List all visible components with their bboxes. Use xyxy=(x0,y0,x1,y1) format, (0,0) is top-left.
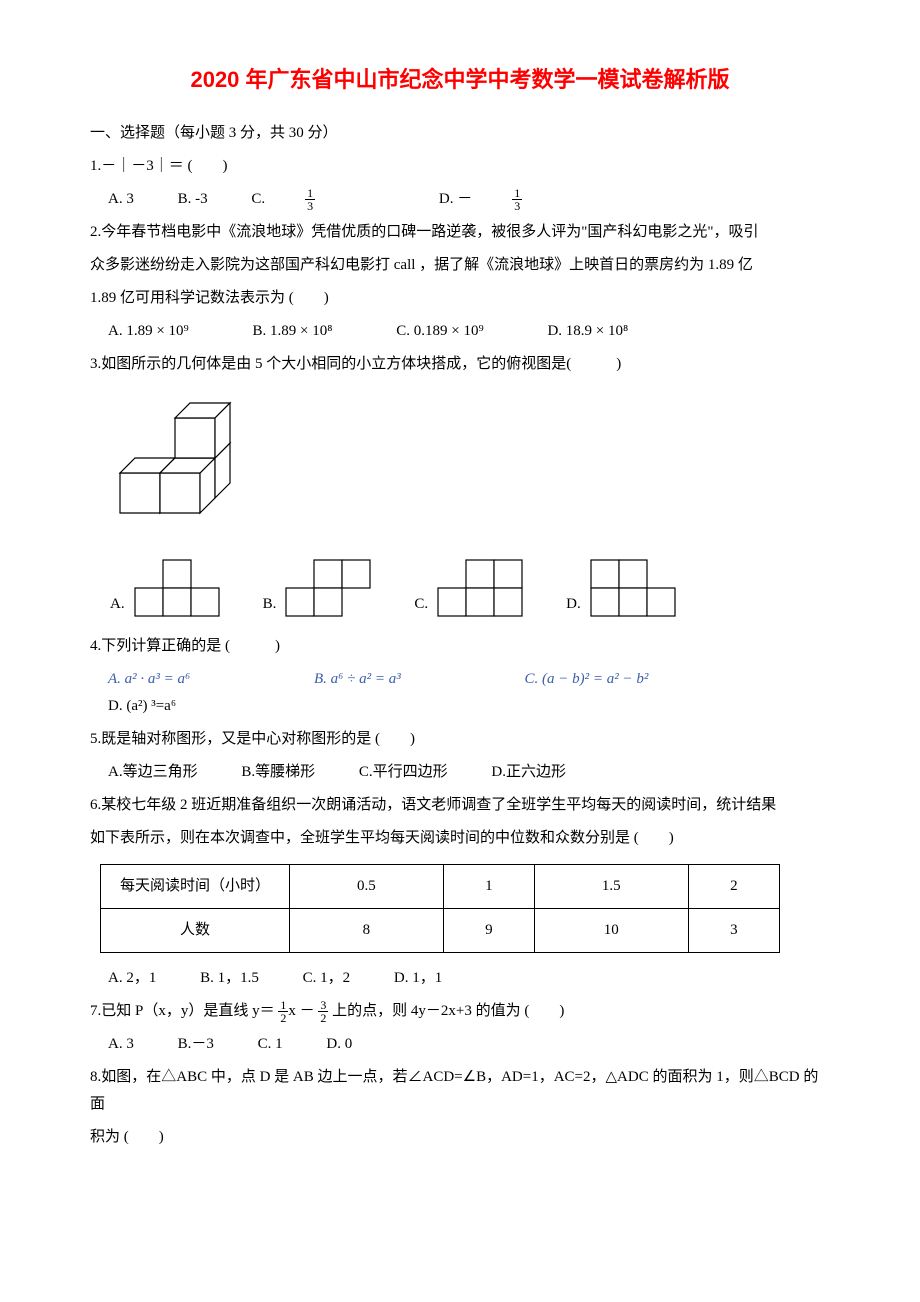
q2-option-a: A. 1.89 × 10⁹ xyxy=(108,318,189,345)
q6-option-d: D. 1，1 xyxy=(394,965,442,992)
q2-option-d: D. 18.9 × 10⁸ xyxy=(547,318,628,345)
question-2-line3: 1.89 亿可用科学记数法表示为 ( ) xyxy=(90,285,830,312)
q3-figure-b xyxy=(284,558,374,618)
q6-option-a: A. 2，1 xyxy=(108,965,156,992)
question-8-line1: 8.如图，在△ABC 中，点 D 是 AB 边上一点，若∠ACD=∠B，AD=1… xyxy=(90,1064,830,1118)
q5-option-a: A.等边三角形 xyxy=(108,759,198,786)
question-1-stem: 1.－｜－3｜＝ ( ) xyxy=(90,153,830,180)
section-1-header: 一、选择题（每小题 3 分，共 30 分） xyxy=(90,120,830,147)
q5-option-d: D.正六边形 xyxy=(491,759,566,786)
q4-option-a: A. a² · a³ = a⁶ xyxy=(108,666,250,693)
q6-option-b: B. 1，1.5 xyxy=(200,965,259,992)
question-1-options: A. 3 B. -3 C.13 D. －13 xyxy=(108,186,830,213)
question-5-stem: 5.既是轴对称图形，又是中心对称图形的是 ( ) xyxy=(90,726,830,753)
question-2-options: A. 1.89 × 10⁹ B. 1.89 × 10⁸ C. 0.189 × 1… xyxy=(108,318,830,345)
q3-options-row: A. B. C. D. xyxy=(110,558,830,618)
q3-option-b: B. xyxy=(263,558,375,618)
q4-option-d: D. (a²) ³=a⁶ xyxy=(108,693,176,720)
q2-option-b: B. 1.89 × 10⁸ xyxy=(253,318,333,345)
q3-figure-c xyxy=(436,558,526,618)
question-4-options: A. a² · a³ = a⁶ B. a⁶ ÷ a² = a³ C. (a − … xyxy=(108,666,830,720)
table-row: 人数 8 9 10 3 xyxy=(101,908,780,952)
q1-option-c: C.13 xyxy=(251,186,395,213)
q3-figure-d xyxy=(589,558,679,618)
q5-option-c: C.平行四边形 xyxy=(359,759,448,786)
q3-option-c: C. xyxy=(414,558,526,618)
question-6-line2: 如下表所示，则在本次调查中，全班学生平均每天阅读时间的中位数和众数分别是 ( ) xyxy=(90,825,830,852)
q4-option-b: B. a⁶ ÷ a² = a³ xyxy=(314,666,461,693)
q6-option-c: C. 1，2 xyxy=(303,965,351,992)
question-8-line2: 积为 ( ) xyxy=(90,1124,830,1151)
q6-table: 每天阅读时间（小时） 0.5 1 1.5 2 人数 8 9 10 3 xyxy=(100,864,780,953)
q2-option-c: C. 0.189 × 10⁹ xyxy=(396,318,483,345)
q7-option-a: A. 3 xyxy=(108,1031,134,1058)
q1-option-a: A. 3 xyxy=(108,186,134,213)
table-row: 每天阅读时间（小时） 0.5 1 1.5 2 xyxy=(101,864,780,908)
question-4-stem: 4.下列计算正确的是 ( ) xyxy=(90,633,830,660)
q7-option-c: C. 1 xyxy=(258,1031,283,1058)
q4-option-c: C. (a − b)² = a² − b² xyxy=(524,666,708,693)
q3-option-d: D. xyxy=(566,558,679,618)
question-3-stem: 3.如图所示的几何体是由 5 个大小相同的小立方体块搭成，它的俯视图是( ) xyxy=(90,351,830,378)
q3-figure-a xyxy=(133,558,223,618)
q7-option-d: D. 0 xyxy=(326,1031,352,1058)
q7-option-b: B.－3 xyxy=(178,1031,214,1058)
q5-option-b: B.等腰梯形 xyxy=(241,759,315,786)
question-5-options: A.等边三角形 B.等腰梯形 C.平行四边形 D.正六边形 xyxy=(108,759,830,786)
question-6-options: A. 2，1 B. 1，1.5 C. 1，2 D. 1，1 xyxy=(108,965,830,992)
question-2-line1: 2.今年春节档电影中《流浪地球》凭借优质的口碑一路逆袭，被很多人评为"国产科幻电… xyxy=(90,219,830,246)
q1-option-d: D. －13 xyxy=(439,186,602,213)
question-7-options: A. 3 B.－3 C. 1 D. 0 xyxy=(108,1031,830,1058)
question-2-line2: 众多影迷纷纷走入影院为这部国产科幻电影打 call ，据了解《流浪地球》上映首日… xyxy=(90,252,830,279)
q3-solid-figure xyxy=(110,393,830,543)
exam-title: 2020 年广东省中山市纪念中学中考数学一模试卷解析版 xyxy=(90,60,830,100)
q1-option-b: B. -3 xyxy=(178,186,208,213)
question-6-line1: 6.某校七年级 2 班近期准备组织一次朗诵活动，语文老师调查了全班学生平均每天的… xyxy=(90,792,830,819)
question-7-stem: 7.已知 P（x，y）是直线 y＝ 12x － 32 上的点，则 4y－2x+3… xyxy=(90,998,830,1025)
q3-option-a: A. xyxy=(110,558,223,618)
